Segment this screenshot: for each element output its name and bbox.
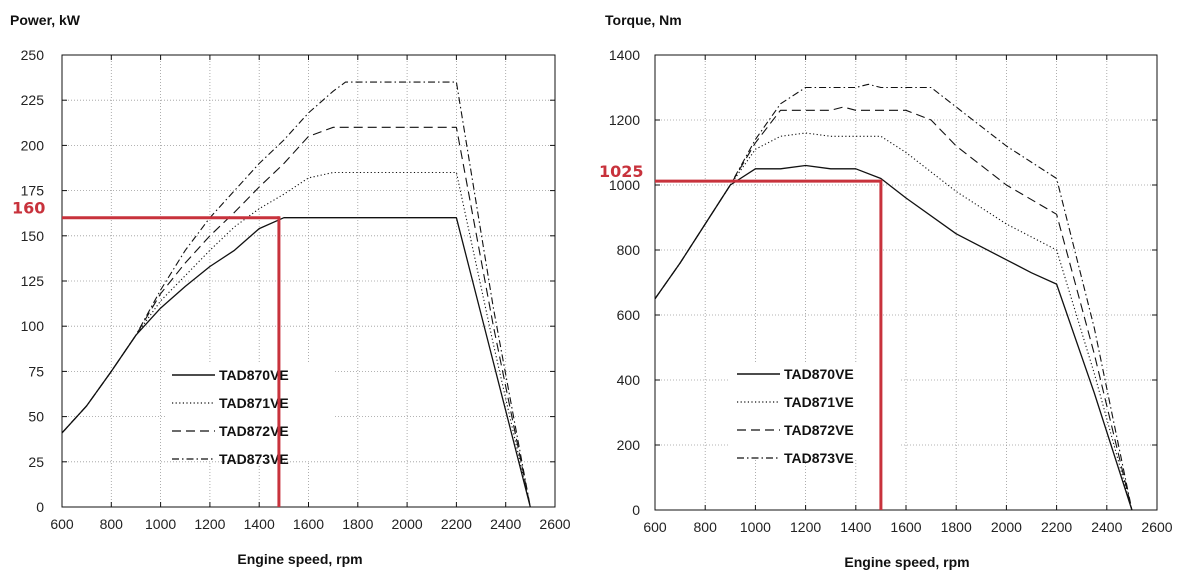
x-tick-label: 800 (100, 516, 124, 532)
x-tick-label: 1200 (194, 516, 225, 532)
series-line-tad872ve (61, 126, 531, 508)
series-line-tad873ve (61, 81, 531, 508)
x-tick-label: 1600 (890, 519, 921, 535)
y-tick-label: 125 (21, 273, 45, 289)
power-chart-panel: 600 800 1000 1200 1400 1600 1800 2000 2200 2400 26… (10, 12, 571, 567)
x-axis-title: Engine speed, rpm (844, 554, 969, 570)
y-tick-label: 250 (21, 47, 45, 63)
x-tick-label: 1400 (840, 519, 871, 535)
legend-label: TAD873VE (784, 450, 854, 466)
y-tick-label: 175 (21, 183, 45, 199)
x-tick-label: 2600 (1141, 519, 1172, 535)
y-tick-label: 50 (28, 409, 44, 425)
series-line-tad873ve (654, 83, 1133, 511)
legend-background (730, 362, 900, 460)
y-tick-label: 100 (21, 318, 45, 334)
legend-label: TAD872VE (784, 422, 854, 438)
highlight-value-label: 160 (12, 199, 45, 218)
x-tick-label: 1000 (740, 519, 771, 535)
x-tick-label: 1000 (145, 516, 176, 532)
legend-label: TAD871VE (784, 394, 854, 410)
legend-label: TAD871VE (219, 395, 289, 411)
x-tick-label: 2200 (1041, 519, 1072, 535)
x-tick-label: 2600 (539, 516, 570, 532)
legend: TAD870VE TAD871VE TAD872VE TAD873VE (730, 362, 900, 466)
x-tick-label: 1400 (244, 516, 275, 532)
y-tick-label: 1200 (609, 112, 640, 128)
torque-chart-panel: 600 800 1000 1200 1400 1600 1800 2000 2200 2400 26… (590, 0, 1179, 571)
y-tick-label: 225 (21, 92, 45, 108)
x-axis-title: Engine speed, rpm (237, 551, 362, 567)
y-tick-label: 1000 (609, 177, 640, 193)
y-tick-label: 200 (21, 137, 45, 153)
x-tick-label: 800 (694, 519, 718, 535)
power-chart: 600 800 1000 1200 1400 1600 1800 2000 2200 2400 26… (10, 12, 571, 567)
y-tick-label: 75 (28, 363, 44, 379)
y-tick-label: 0 (36, 499, 44, 515)
legend-label: TAD870VE (784, 366, 854, 382)
x-tick-label: 2400 (490, 516, 521, 532)
y-axis-title: Torque, Nm (605, 12, 682, 28)
torque-chart: 600 800 1000 1200 1400 1600 1800 2000 2200 2400 26… (599, 12, 1173, 570)
y-tick-label: 150 (21, 228, 45, 244)
y-tick-label: 600 (617, 307, 641, 323)
x-tick-label: 1800 (342, 516, 373, 532)
legend-label: TAD870VE (219, 367, 289, 383)
legend-label: TAD873VE (219, 451, 289, 467)
x-tick-label: 2000 (991, 519, 1022, 535)
x-tick-label: 600 (50, 516, 74, 532)
y-tick-label: 800 (617, 242, 641, 258)
legend-label: TAD872VE (219, 423, 289, 439)
legend-background (165, 363, 335, 461)
y-axis-title: Power, kW (10, 12, 81, 28)
x-tick-label: 2400 (1091, 519, 1122, 535)
series-line-tad870ve (61, 217, 531, 508)
x-tick-label: 2000 (392, 516, 423, 532)
y-tick-label: 0 (632, 502, 640, 518)
y-tick-label: 400 (617, 372, 641, 388)
highlight-value-label: 1025 (599, 162, 644, 181)
x-tick-label: 600 (643, 519, 667, 535)
x-tick-label: 1200 (790, 519, 821, 535)
series-line-tad871ve (654, 132, 1133, 511)
y-tick-label: 200 (617, 437, 641, 453)
legend: TAD870VE TAD871VE TAD872VE TAD873VE (165, 363, 335, 467)
x-tick-label: 2200 (441, 516, 472, 532)
x-tick-label: 1800 (941, 519, 972, 535)
x-tick-label: 1600 (293, 516, 324, 532)
series-line-tad872ve (654, 106, 1133, 511)
y-tick-label: 1400 (609, 47, 640, 63)
y-tick-label: 25 (28, 454, 44, 470)
